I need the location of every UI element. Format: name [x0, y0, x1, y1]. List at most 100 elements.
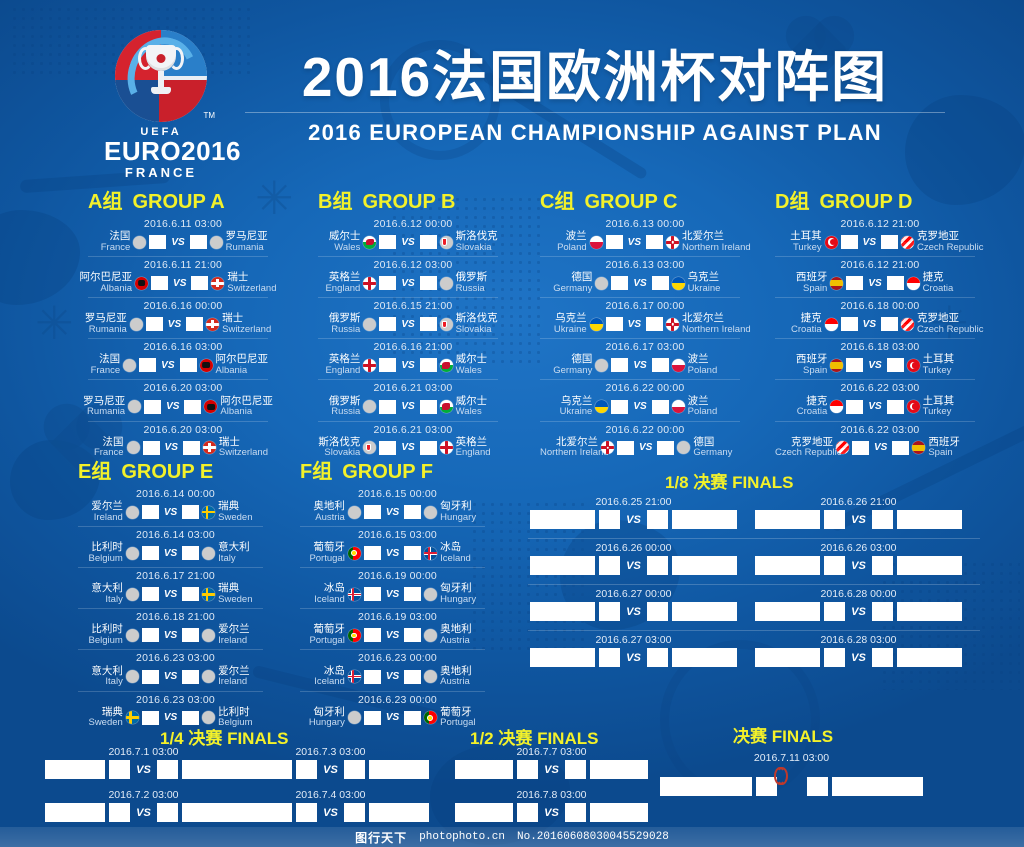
home-team-slot[interactable]: [45, 803, 105, 822]
away-score-box[interactable]: [344, 760, 365, 779]
home-score-box[interactable]: [144, 399, 162, 414]
home-score-box[interactable]: [379, 317, 397, 332]
home-score-box[interactable]: [296, 803, 317, 822]
away-team-slot[interactable]: [897, 602, 962, 621]
away-team-slot[interactable]: [672, 510, 737, 529]
away-score-box[interactable]: [157, 803, 178, 822]
home-team-slot[interactable]: [755, 648, 820, 667]
home-score-box[interactable]: [599, 556, 620, 575]
away-team-slot[interactable]: [897, 648, 962, 667]
home-team-slot[interactable]: [45, 760, 105, 779]
away-score-box[interactable]: [886, 358, 904, 373]
home-score-box[interactable]: [363, 505, 381, 520]
away-team-slot[interactable]: [672, 556, 737, 575]
home-team-slot[interactable]: [755, 556, 820, 575]
home-score-box[interactable]: [599, 648, 620, 667]
home-score-box[interactable]: [139, 358, 157, 373]
away-score-box[interactable]: [806, 776, 828, 796]
home-score-box[interactable]: [363, 546, 381, 561]
away-score-box[interactable]: [886, 399, 904, 414]
away-score-box[interactable]: [184, 399, 202, 414]
away-score-box[interactable]: [404, 669, 422, 684]
home-score-box[interactable]: [141, 628, 159, 643]
away-score-box[interactable]: [881, 317, 898, 332]
home-score-box[interactable]: [846, 399, 864, 414]
home-team-slot[interactable]: [455, 760, 513, 779]
away-team-slot[interactable]: [897, 510, 962, 529]
home-score-box[interactable]: [141, 505, 159, 520]
home-score-box[interactable]: [141, 587, 159, 602]
home-score-box[interactable]: [141, 546, 159, 561]
home-team-slot[interactable]: [530, 602, 595, 621]
away-score-box[interactable]: [404, 710, 422, 725]
home-score-box[interactable]: [824, 510, 845, 529]
home-score-box[interactable]: [517, 803, 538, 822]
away-score-box[interactable]: [191, 276, 209, 291]
home-team-slot[interactable]: [232, 760, 292, 779]
away-score-box[interactable]: [182, 440, 200, 455]
home-team-slot[interactable]: [660, 776, 752, 796]
home-score-box[interactable]: [846, 276, 864, 291]
home-score-box[interactable]: [363, 587, 381, 602]
home-score-box[interactable]: [611, 358, 629, 373]
home-score-box[interactable]: [611, 399, 629, 414]
away-score-box[interactable]: [646, 235, 663, 250]
home-team-slot[interactable]: [232, 803, 292, 822]
home-score-box[interactable]: [599, 510, 620, 529]
away-team-slot[interactable]: [182, 803, 242, 822]
away-score-box[interactable]: [419, 440, 437, 455]
home-score-box[interactable]: [149, 235, 167, 250]
away-team-slot[interactable]: [672, 602, 737, 621]
home-team-slot[interactable]: [530, 648, 595, 667]
away-score-box[interactable]: [881, 235, 898, 250]
home-score-box[interactable]: [824, 556, 845, 575]
away-team-slot[interactable]: [590, 803, 648, 822]
away-team-slot[interactable]: [897, 556, 962, 575]
away-score-box[interactable]: [647, 602, 668, 621]
home-score-box[interactable]: [109, 803, 130, 822]
home-score-box[interactable]: [141, 669, 159, 684]
away-score-box[interactable]: [182, 628, 200, 643]
away-score-box[interactable]: [651, 399, 669, 414]
away-score-box[interactable]: [872, 510, 893, 529]
home-score-box[interactable]: [840, 317, 858, 332]
away-score-box[interactable]: [886, 276, 904, 291]
away-score-box[interactable]: [186, 317, 204, 332]
home-score-box[interactable]: [363, 669, 381, 684]
away-score-box[interactable]: [182, 587, 200, 602]
away-score-box[interactable]: [419, 317, 437, 332]
away-score-box[interactable]: [646, 317, 663, 332]
away-score-box[interactable]: [651, 276, 669, 291]
home-score-box[interactable]: [605, 317, 623, 332]
away-score-box[interactable]: [182, 505, 200, 520]
home-score-box[interactable]: [151, 276, 169, 291]
away-team-slot[interactable]: [672, 648, 737, 667]
home-score-box[interactable]: [142, 440, 160, 455]
away-score-box[interactable]: [565, 803, 586, 822]
home-score-box[interactable]: [379, 235, 397, 250]
away-score-box[interactable]: [651, 358, 669, 373]
away-score-box[interactable]: [872, 556, 893, 575]
away-score-box[interactable]: [419, 235, 437, 250]
away-score-box[interactable]: [157, 760, 178, 779]
home-team-slot[interactable]: [755, 602, 820, 621]
away-score-box[interactable]: [657, 440, 675, 455]
away-score-box[interactable]: [182, 546, 200, 561]
home-score-box[interactable]: [824, 602, 845, 621]
home-score-box[interactable]: [379, 358, 397, 373]
away-score-box[interactable]: [872, 648, 893, 667]
away-score-box[interactable]: [404, 628, 422, 643]
home-score-box[interactable]: [379, 399, 397, 414]
away-score-box[interactable]: [404, 546, 422, 561]
away-team-slot[interactable]: [182, 760, 242, 779]
away-score-box[interactable]: [404, 505, 422, 520]
home-score-box[interactable]: [840, 235, 858, 250]
away-score-box[interactable]: [419, 276, 437, 291]
home-team-slot[interactable]: [755, 510, 820, 529]
away-score-box[interactable]: [647, 510, 668, 529]
home-score-box[interactable]: [605, 235, 623, 250]
home-score-box[interactable]: [109, 760, 130, 779]
home-score-box[interactable]: [517, 760, 538, 779]
away-score-box[interactable]: [647, 556, 668, 575]
away-score-box[interactable]: [565, 760, 586, 779]
